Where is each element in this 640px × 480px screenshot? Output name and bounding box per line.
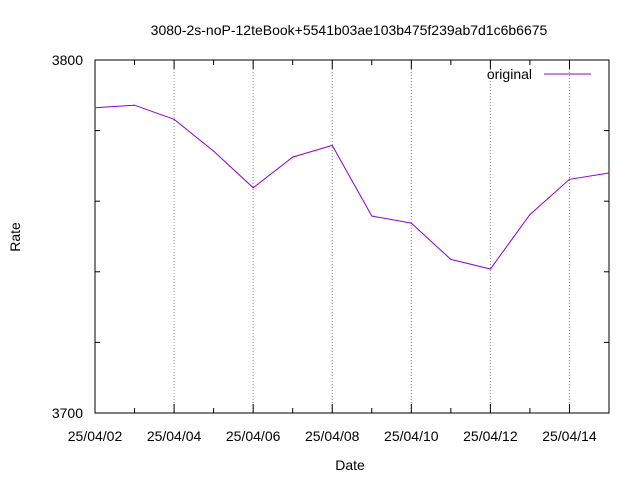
- data-point: [173, 118, 175, 120]
- data-point: [371, 215, 373, 217]
- y-tick-label: 3700: [52, 405, 83, 421]
- legend-label: original: [487, 66, 532, 82]
- data-point: [94, 107, 96, 109]
- x-tick-labels: 25/04/02 25/04/04 25/04/06 25/04/08 25/04/10…: [68, 428, 597, 444]
- data-point: [133, 104, 136, 106]
- data-point: [292, 156, 294, 158]
- axis-ticks: [94, 59, 610, 414]
- x-tick-label: 25/04/06: [226, 428, 281, 444]
- x-tick-label: 25/04/08: [305, 428, 360, 444]
- x-tick-label: 25/04/12: [463, 428, 518, 444]
- data-point: [450, 258, 452, 261]
- data-point: [410, 222, 412, 224]
- data-point: [529, 214, 531, 216]
- x-axis-label: Date: [335, 457, 365, 473]
- plot-frame: [94, 59, 610, 414]
- data-point: [568, 178, 571, 180]
- data-point: [489, 268, 491, 270]
- data-point: [608, 172, 610, 174]
- legend: original: [487, 66, 591, 82]
- data-point: [213, 150, 215, 152]
- series-layer: [94, 104, 610, 270]
- x-tick-label: 25/04/14: [542, 428, 597, 444]
- data-point: [331, 144, 333, 147]
- y-axis-label: Rate: [7, 222, 23, 252]
- x-tick-label: 25/04/04: [147, 428, 202, 444]
- y-tick-labels: 3800 3700: [52, 52, 83, 421]
- x-tick-label: 25/04/10: [384, 428, 439, 444]
- series-line-original: [94, 104, 610, 270]
- chart-title: 3080-2s-noP-12teBook+5541b03ae103b475f23…: [151, 22, 548, 38]
- x-tick-label: 25/04/02: [68, 428, 123, 444]
- grid-lines: [173, 60, 570, 413]
- data-point: [252, 187, 254, 189]
- y-tick-label: 3800: [52, 52, 83, 68]
